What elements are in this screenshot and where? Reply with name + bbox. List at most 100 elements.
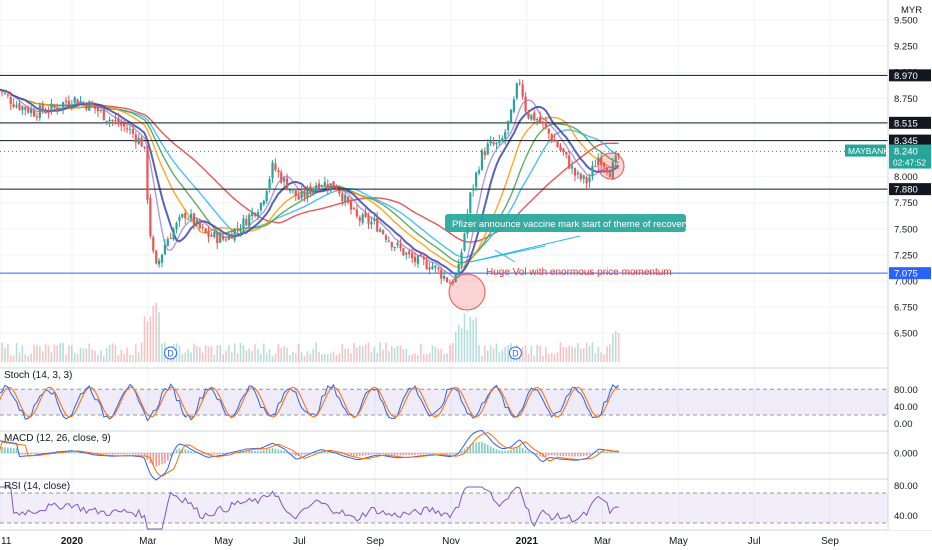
macd-histogram-bar — [280, 450, 283, 453]
macd-histogram-bar — [39, 453, 41, 454]
macd-histogram-bar — [594, 452, 597, 453]
price-tick-label: 7.500 — [894, 224, 918, 235]
volume-bar — [370, 352, 373, 362]
volume-bar — [367, 342, 370, 362]
volume-bar — [612, 333, 614, 362]
candle-body — [381, 230, 385, 234]
symbol-label: MAYBANK — [848, 146, 889, 156]
candle-body — [172, 229, 175, 240]
volume-bar — [251, 350, 253, 362]
macd-histogram-bar — [408, 453, 411, 456]
volume-bar — [236, 353, 239, 362]
macd-histogram-bar — [614, 452, 617, 453]
macd-histogram-bar — [283, 450, 285, 453]
candle-body — [192, 213, 196, 226]
time-tick-label: 2021 — [516, 536, 539, 547]
candle-body — [137, 137, 140, 144]
macd-histogram-bar — [21, 453, 24, 455]
candle-body — [291, 189, 294, 191]
volume-bar — [292, 352, 294, 362]
candle-body — [140, 137, 143, 147]
macd-histogram-bar — [452, 453, 454, 455]
candle-body — [431, 266, 434, 270]
candle-body — [178, 216, 181, 221]
volume-bar — [36, 345, 38, 362]
candle-body — [236, 227, 239, 229]
rsi-tick-label: 40.00 — [894, 511, 918, 522]
candle-body — [128, 128, 132, 130]
macd-histogram-bar — [501, 450, 504, 453]
volume-bar — [294, 353, 297, 362]
macd-histogram-bar — [574, 453, 576, 457]
candle-body — [166, 238, 169, 247]
volume-bar — [553, 354, 556, 362]
candle-body — [6, 94, 9, 96]
macd-histogram-bar — [213, 453, 216, 455]
candle-body — [67, 100, 71, 105]
stoch-tick-label: 80.00 — [894, 385, 918, 396]
macd-histogram-bar — [216, 453, 219, 455]
candle-body — [175, 222, 178, 230]
volume-bar — [536, 344, 539, 362]
volume-bar — [222, 354, 224, 362]
candle-body — [573, 168, 577, 176]
volume-bar — [50, 352, 53, 362]
candle-body — [93, 105, 97, 109]
macd-histogram-bar — [143, 453, 146, 456]
macd-histogram-bar — [326, 452, 329, 453]
trend-arrow-line — [494, 249, 516, 263]
macd-histogram-bar — [181, 448, 184, 453]
macd-histogram-bar — [161, 453, 163, 465]
candle-body — [393, 247, 396, 249]
macd-histogram-bar — [402, 453, 405, 456]
candle-body — [544, 122, 548, 128]
volume-bar — [440, 348, 443, 362]
candle-body — [585, 177, 588, 184]
volume-bar — [475, 317, 477, 362]
volume-bar — [230, 352, 233, 362]
moving-average-line — [0, 88, 619, 279]
volume-bar — [402, 349, 405, 362]
volume-bar — [117, 355, 120, 362]
volume-bar — [283, 346, 285, 362]
candle-body — [553, 139, 556, 142]
volume-bar — [425, 354, 428, 362]
candle-body — [440, 269, 443, 279]
candle-body — [61, 102, 65, 108]
volume-bar — [1, 342, 3, 362]
volume-bar — [123, 353, 125, 362]
volume-bar — [542, 355, 544, 362]
candle-body — [597, 157, 600, 166]
volume-bar — [388, 351, 390, 362]
volume-bar — [577, 343, 579, 362]
candle-body — [562, 148, 565, 153]
volume-bar — [454, 331, 457, 362]
time-tick-label: Sep — [821, 536, 839, 547]
volume-bar — [225, 350, 227, 362]
macd-histogram-bar — [100, 453, 102, 455]
volume-bar — [585, 342, 588, 362]
volume-bar — [332, 351, 335, 362]
price-levels-layer — [0, 74, 888, 274]
candle-body — [155, 250, 158, 264]
volume-bar — [452, 342, 454, 362]
candle-body — [419, 253, 422, 257]
macd-histogram-bar — [577, 453, 579, 457]
macd-histogram-bar — [257, 450, 259, 453]
macd-histogram-bar — [524, 449, 527, 453]
price-level-tag-label: 7.880 — [894, 185, 918, 196]
macd-histogram-bar — [504, 450, 507, 453]
grid-layer — [0, 0, 888, 530]
volume-bar — [591, 342, 594, 362]
macd-histogram-bar — [65, 452, 67, 453]
macd-histogram-bar — [114, 453, 117, 455]
candle-body — [9, 97, 12, 104]
candle-body — [477, 170, 481, 174]
volume-bar — [478, 344, 480, 362]
macd-histogram-bar — [472, 443, 475, 453]
price-level-tag-label: 8.515 — [894, 118, 918, 129]
volume-bar — [233, 343, 236, 362]
volume-bar — [318, 352, 320, 362]
volume-bar — [481, 355, 483, 362]
